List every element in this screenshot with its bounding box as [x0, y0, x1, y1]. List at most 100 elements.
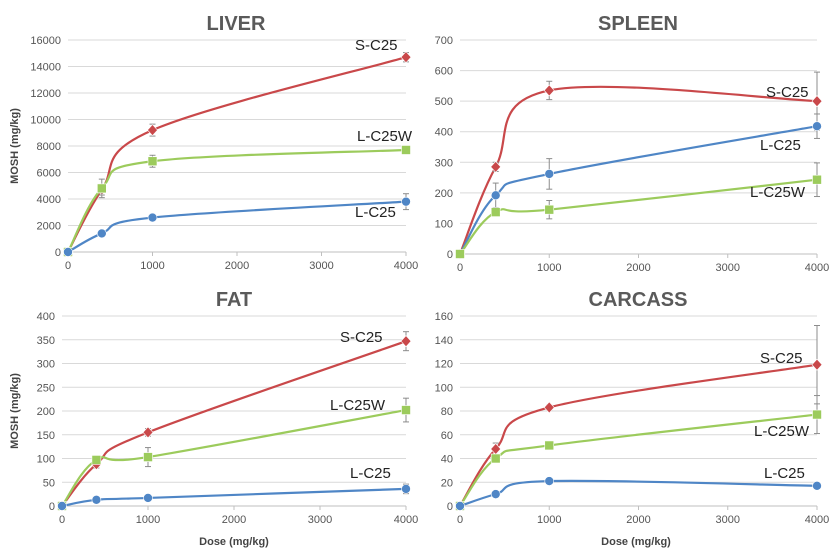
fat-y-tick-label: 200: [37, 406, 55, 418]
spleen-series-line-s-c25: [458, 85, 818, 255]
fat-x-tick-label: 4000: [394, 514, 418, 526]
liver-series-line-l-c25: [67, 200, 407, 253]
fat-series-line-s-c25: [61, 340, 407, 507]
carcass-x-axis-title: Dose (mg/kg): [601, 536, 671, 548]
fat-y-tick-label: 250: [37, 382, 55, 394]
carcass-y-tick-label: 0: [447, 501, 453, 513]
spleen-title: SPLEEN: [598, 13, 678, 35]
liver-label-l-c25: L-C25: [355, 204, 396, 221]
carcass-y-tick-label: 140: [435, 335, 453, 347]
spleen-point-l-c25: [490, 190, 501, 201]
panel-carcass: 0 20 40 60 80 100 120 140 160 0 1000 2000 3000 4000 CA…: [435, 289, 830, 526]
fat-x-tick-label: 1000: [136, 514, 160, 526]
liver-y-tick-label: 8000: [37, 141, 61, 153]
fat-y-axis-title: MOSH (mg/kg): [9, 373, 21, 449]
liver-point-l-c25: [97, 228, 107, 239]
spleen-y-tick-label: 0: [447, 249, 453, 261]
fat-y-tick-label: 400: [37, 311, 55, 323]
fat-series-line-l-c25w: [61, 408, 407, 507]
fat-point-l-c25: [91, 495, 102, 505]
fat-y-tick-label: 300: [37, 359, 55, 371]
spleen-y-tick-label: 600: [435, 66, 453, 78]
spleen-x-tick-label: 0: [457, 262, 463, 274]
carcass-x-tick-label: 4000: [805, 514, 829, 526]
spleen-y-tick-label: 500: [435, 96, 453, 108]
spleen-label-s-c25: S-C25: [766, 84, 809, 101]
liver-label-s-c25: S-C25: [355, 37, 398, 54]
liver-point-s-c25: [147, 124, 158, 137]
fat-y-tick-label: 100: [37, 454, 55, 466]
carcass-point-l-c25w: [490, 453, 501, 464]
carcass-point-l-c25: [544, 476, 555, 486]
liver-y-tick-label: 16000: [30, 35, 61, 47]
carcass-label-s-c25: S-C25: [760, 350, 803, 367]
fat-label-s-c25: S-C25: [340, 329, 383, 346]
carcass-point-l-c25: [455, 501, 465, 511]
liver-point-l-c25w: [401, 145, 411, 155]
liver-y-tick-label: 12000: [30, 88, 61, 100]
liver-y-tick-label: 14000: [30, 62, 61, 74]
carcass-x-tick-label: 3000: [716, 514, 740, 526]
fat-x-tick-label: 3000: [308, 514, 332, 526]
spleen-x-tick-label: 3000: [716, 262, 740, 274]
spleen-series-line-l-c25: [459, 125, 818, 255]
spleen-series-line-l-c25w: [459, 178, 818, 255]
liver-x-tick-label: 2000: [225, 260, 249, 272]
liver-label-l-c25w: L-C25W: [357, 128, 413, 145]
liver-x-tick-label: 0: [65, 260, 71, 272]
panel-spleen: 0 100 200 300 400 500 600 700 0 1000 2000 3000 4000 S…: [435, 13, 830, 274]
liver-point-s-c25: [400, 51, 412, 64]
carcass-point-l-c25: [812, 481, 822, 491]
fat-y-tick-label: 350: [37, 335, 55, 347]
spleen-point-l-c25w: [544, 204, 555, 215]
spleen-point-l-c25: [544, 169, 555, 179]
spleen-label-l-c25: L-C25: [760, 137, 801, 154]
fat-x-axis-title: Dose (mg/kg): [199, 536, 269, 548]
liver-y-axis-title: MOSH (mg/kg): [9, 108, 21, 184]
liver-point-l-c25: [147, 212, 158, 223]
carcass-point-s-c25: [543, 401, 555, 414]
carcass-x-tick-label: 2000: [626, 514, 650, 526]
liver-y-tick-label: 10000: [30, 115, 61, 127]
spleen-x-tick-label: 4000: [805, 262, 829, 274]
spleen-x-tick-label: 1000: [537, 262, 561, 274]
carcass-title: CARCASS: [589, 289, 688, 311]
spleen-point-l-c25w: [812, 174, 822, 185]
fat-series-line-l-c25: [61, 487, 407, 508]
fat-point-l-c25w: [401, 405, 411, 415]
carcass-series-line-l-c25w: [459, 413, 818, 507]
fat-label-l-c25: L-C25: [350, 465, 391, 482]
carcass-y-tick-label: 100: [435, 382, 453, 394]
carcass-series-line-s-c25: [459, 363, 818, 507]
carcass-label-l-c25w: L-C25W: [754, 423, 810, 440]
carcass-y-tick-label: 20: [441, 477, 453, 489]
carcass-y-tick-label: 80: [441, 406, 453, 418]
spleen-point-s-c25: [543, 84, 555, 97]
spleen-y-tick-label: 200: [435, 188, 453, 200]
carcass-point-l-c25w: [812, 409, 822, 420]
liver-y-tick-label: 4000: [37, 194, 61, 206]
carcass-label-l-c25: L-C25: [764, 465, 805, 482]
fat-title: FAT: [216, 289, 252, 311]
fat-point-s-c25: [142, 426, 154, 439]
spleen-point-s-c25: [811, 95, 823, 108]
liver-y-tick-label: 2000: [37, 221, 61, 233]
spleen-point-l-c25: [812, 121, 822, 132]
fat-point-l-c25w: [143, 452, 153, 462]
spleen-point-l-c25w: [490, 207, 501, 217]
carcass-x-tick-label: 0: [457, 514, 463, 526]
spleen-y-tick-label: 300: [435, 157, 453, 169]
carcass-x-tick-label: 1000: [537, 514, 561, 526]
liver-point-l-c25w: [97, 183, 107, 194]
spleen-label-l-c25w: L-C25W: [750, 184, 806, 201]
liver-point-l-c25: [401, 196, 411, 207]
fat-y-tick-label: 50: [43, 477, 55, 489]
carcass-point-l-c25: [490, 489, 501, 499]
liver-x-tick-label: 1000: [140, 260, 164, 272]
spleen-x-tick-label: 2000: [626, 262, 650, 274]
panel-liver: 0 2000 4000 6000 8000 10000 12000 14000 16000 0 10…: [9, 13, 418, 272]
carcass-point-l-c25w: [544, 440, 555, 451]
liver-x-tick-label: 3000: [309, 260, 333, 272]
carcass-point-s-c25: [811, 358, 823, 371]
fat-x-tick-label: 2000: [222, 514, 246, 526]
